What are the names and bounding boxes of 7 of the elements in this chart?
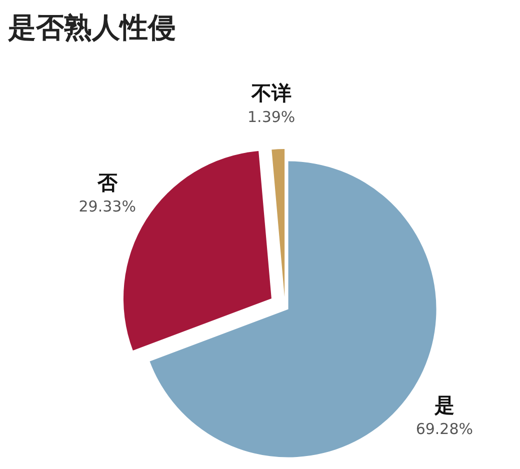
chart-title: 是否熟人性侵 xyxy=(8,10,177,46)
slice-label: 不详 xyxy=(250,81,292,106)
data-label: 29.33% xyxy=(78,197,136,216)
slice-label: 是 xyxy=(433,392,454,417)
data-label: 1.39% xyxy=(248,108,296,126)
data-label: 69.28% xyxy=(416,420,474,438)
slice-label: 否 xyxy=(96,170,118,194)
